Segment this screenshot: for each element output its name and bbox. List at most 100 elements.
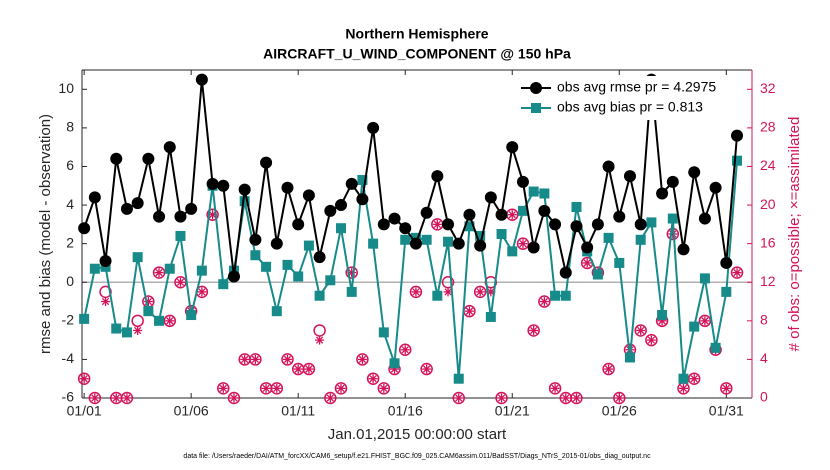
assimilated-count-point	[304, 364, 314, 374]
y2-tick-label: 8	[760, 312, 768, 328]
assimilated-count-point	[357, 354, 367, 364]
assimilated-count-point	[550, 383, 560, 393]
bias-point	[164, 263, 175, 274]
x-tick-label: 01/16	[388, 403, 423, 419]
rmse-point	[527, 241, 540, 254]
rmse-point	[720, 256, 733, 269]
x-tick-label: 01/01	[67, 403, 102, 419]
assimilated-count-point	[240, 354, 250, 364]
rmse-point	[260, 156, 273, 169]
rmse-point	[452, 237, 465, 250]
asterisk-stroke	[80, 375, 88, 383]
y2-tick-label: 16	[760, 234, 776, 250]
y2-tick-label: 0	[760, 389, 768, 405]
assimilated-count-point	[679, 383, 689, 393]
bias-point	[154, 315, 165, 326]
asterisk-stroke	[701, 317, 709, 325]
rmse-point	[409, 237, 422, 250]
assimilated-count-point	[261, 383, 271, 393]
assimilated-count-point	[454, 393, 464, 403]
bias-point	[635, 234, 646, 245]
bias-point	[475, 230, 486, 241]
rmse-point	[570, 220, 583, 233]
asterisk-stroke	[497, 394, 506, 402]
assimilated-count-point	[571, 393, 581, 403]
bias-point	[121, 327, 132, 338]
y2-axis-label: # of obs: o=possible; ×=assimilated	[786, 117, 803, 352]
footnote: data file: /Users/raeder/DAI/ATM_forcXX/…	[183, 453, 651, 460]
asterisk-stroke	[315, 336, 324, 344]
bias-point	[250, 250, 261, 261]
rmse-point	[367, 121, 380, 134]
y2-tick-label: 12	[760, 273, 776, 289]
rmse-point	[292, 218, 305, 231]
possible-count-point	[77, 372, 91, 385]
asterisk-stroke	[112, 394, 120, 402]
possible-count-point	[345, 266, 358, 279]
possible-count-point	[602, 362, 615, 376]
bias-point	[571, 201, 582, 212]
bias-point	[550, 290, 561, 301]
assimilated-count-point	[165, 316, 175, 326]
y-tick-label: 4	[66, 196, 74, 212]
rmse-point	[324, 204, 337, 217]
rmse-point	[623, 170, 636, 183]
rmse-point	[88, 191, 101, 204]
assimilated-count-point	[90, 393, 100, 403]
possible-count-point	[398, 343, 412, 357]
assimilated-count-point	[315, 335, 325, 345]
rmse-point	[698, 212, 711, 225]
x-tick-label: 01/11	[281, 403, 315, 419]
possible-count-point	[538, 295, 551, 308]
rmse-point	[666, 175, 679, 188]
y2-tick-label: 28	[760, 119, 776, 135]
bias-point	[400, 234, 411, 245]
asterisk-stroke	[262, 384, 270, 392]
bias-point	[539, 188, 550, 199]
bias-point	[239, 196, 250, 207]
possible-count-point	[409, 285, 423, 299]
assimilated-count-point	[529, 325, 539, 335]
assimilated-count-point	[250, 354, 260, 364]
possible-count-point	[720, 382, 733, 395]
rmse-point	[399, 222, 412, 235]
possible-count-point	[334, 382, 348, 395]
y-tick-label: 2	[66, 234, 74, 250]
possible-count-point	[527, 324, 540, 337]
assimilated-count-point	[507, 210, 517, 220]
possible-count-point	[687, 372, 701, 385]
assimilated-count-point	[175, 277, 185, 287]
rmse-point	[206, 177, 219, 190]
asterisk-stroke	[647, 336, 656, 344]
possible-count-point	[366, 372, 380, 385]
asterisk-stroke	[91, 394, 99, 402]
possible-count-point	[420, 362, 433, 376]
assimilated-count-point	[101, 297, 111, 307]
assimilated-count-point	[122, 393, 132, 403]
bias-point	[624, 352, 635, 363]
asterisk-stroke	[412, 288, 420, 296]
bias-point	[699, 273, 710, 284]
assimilated-count-point	[336, 383, 346, 393]
rmse-point	[506, 141, 519, 154]
rmse-point	[217, 179, 230, 192]
rmse-point	[99, 255, 112, 268]
rmse-point	[484, 191, 497, 204]
bias-point	[592, 269, 603, 280]
bias-point	[389, 358, 400, 369]
rmse-point	[302, 189, 315, 202]
assimilated-count-point	[79, 374, 89, 384]
bias-point	[378, 327, 389, 338]
rmse-point	[591, 218, 604, 231]
assimilated-count-point	[400, 345, 410, 355]
y-axis-label: rmse and bias (model - observation)	[37, 114, 54, 354]
bias-point	[143, 306, 154, 317]
y-tick-label: 10	[58, 80, 74, 96]
assimilated-count-point	[282, 354, 292, 364]
possible-count-point	[270, 382, 284, 395]
bias-point	[175, 230, 186, 241]
assimilated-count-point	[721, 383, 731, 393]
bias-point	[314, 290, 325, 301]
asterisk-stroke	[123, 394, 131, 402]
asterisk-stroke	[305, 365, 313, 373]
